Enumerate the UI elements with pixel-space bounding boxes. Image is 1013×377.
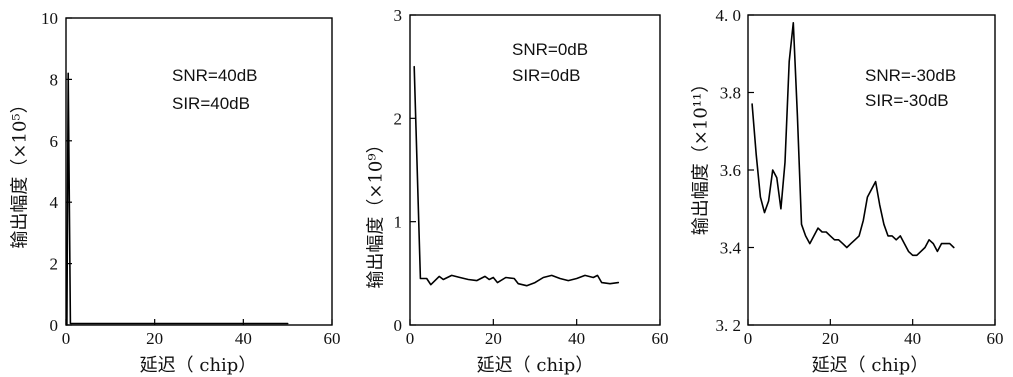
y-tick-label: 2: [394, 109, 403, 128]
annotation-snr: SNR=40dB: [172, 66, 258, 85]
annotation-sir: SIR=0dB: [512, 66, 581, 85]
chart-panel-1: 0 20 40 60 0 2 4 6 8 10 SNR=40dB SIR=40dB 延迟（ chip） 输…: [10, 9, 341, 376]
series-line: [66, 72, 289, 326]
annotation-sir: SIR=40dB: [172, 94, 250, 113]
annotation-snr: SNR=0dB: [512, 40, 588, 59]
y-tick-label: 3: [394, 6, 403, 25]
y-tick-label: 3.8: [720, 84, 741, 103]
y-tick-label: 0: [50, 316, 59, 335]
chart-panel-2: 0 20 40 60 0 1 2 3 SNR=0dB SIR=0dB 延迟（ chip） 输出幅度（×…: [366, 6, 669, 376]
x-tick-label: 20: [146, 329, 163, 348]
annotation-sir: SIR=-30dB: [865, 91, 949, 110]
y-tick-label: 10: [41, 9, 58, 28]
x-tick-label: 40: [235, 329, 252, 348]
x-tick-label: 0: [406, 329, 415, 348]
y-tick-label: 3. 2: [716, 316, 742, 335]
x-tick-label: 40: [568, 329, 585, 348]
x-tick-label: 60: [324, 329, 341, 348]
y-tick-label: 3.6: [720, 161, 741, 180]
y-axis-label: 输出幅度（×10¹¹）: [691, 75, 712, 235]
x-tick-label: 0: [62, 329, 71, 348]
y-tick-label: 4. 0: [716, 6, 742, 25]
plot-frame: [409, 14, 661, 326]
y-tick-label: 8: [50, 70, 59, 89]
x-tick-label: 20: [822, 329, 839, 348]
y-tick-label: 3.4: [720, 239, 742, 258]
x-tick-label: 60: [987, 329, 1004, 348]
y-axis-label: 输出幅度（×10⁵）: [10, 95, 31, 248]
y-tick-label: 4: [50, 193, 59, 212]
x-axis-label: 延迟（ chip）: [812, 355, 929, 376]
y-axis-label: 输出幅度（×10⁹）: [366, 135, 387, 288]
y-tick-label: 1: [394, 213, 403, 232]
chart-panel-3: 0 20 40 60 3. 2 3.4 3.6 3.8 4. 0 SNR=-30dB SIR=-30…: [691, 6, 1004, 376]
x-axis-label: 延迟（ chip）: [140, 355, 257, 376]
y-tick-label: 6: [50, 132, 59, 151]
plot-frame: [65, 17, 333, 326]
x-tick-label: 0: [744, 329, 753, 348]
y-tick-label: 0: [394, 316, 403, 335]
y-tick-label: 2: [50, 255, 59, 274]
series-line: [413, 65, 620, 287]
series-line: [751, 21, 955, 257]
x-axis-label: 延迟（ chip）: [477, 355, 594, 376]
x-tick-label: 60: [652, 329, 669, 348]
x-tick-label: 40: [904, 329, 921, 348]
annotation-snr: SNR=-30dB: [865, 66, 956, 85]
x-tick-label: 20: [485, 329, 502, 348]
